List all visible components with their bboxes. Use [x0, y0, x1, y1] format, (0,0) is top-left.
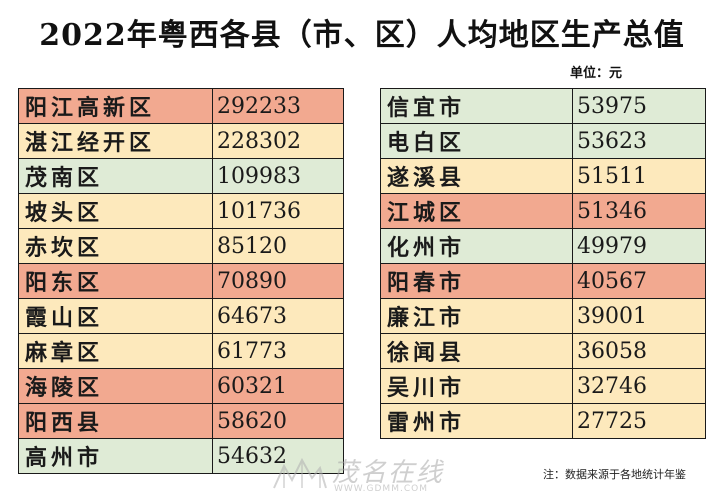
gdp-per-capita-value: 58620	[212, 403, 344, 439]
gdp-table-left: 阳江高新区 292233 湛江经开区 228302 茂南区 109983 坡头区…	[18, 88, 344, 474]
table-row: 信宜市 53975	[380, 88, 706, 124]
table-row: 茂南区 109983	[18, 158, 344, 194]
watermark: 茂名在线 WWW.GDMM.COM	[272, 452, 472, 498]
county-name: 茂南区	[18, 158, 213, 194]
table-row: 廉江市 39001	[380, 298, 706, 334]
county-name: 吴川市	[380, 368, 573, 404]
watermark-logo-icon	[273, 457, 327, 489]
table-row: 湛江经开区 228302	[18, 123, 344, 159]
gdp-per-capita-value: 39001	[572, 298, 706, 334]
gdp-per-capita-value: 70890	[212, 263, 344, 299]
county-name: 阳春市	[380, 263, 573, 299]
county-name: 江城区	[380, 193, 573, 229]
page-title: 2022年粤西各县（市、区）人均地区生产总值	[39, 18, 685, 53]
gdp-per-capita-value: 51511	[572, 158, 706, 194]
gdp-per-capita-value: 61773	[212, 333, 344, 369]
gdp-per-capita-value: 36058	[572, 333, 706, 369]
county-name: 湛江经开区	[18, 123, 213, 159]
gdp-per-capita-value: 292233	[212, 88, 344, 124]
table-row: 阳江高新区 292233	[18, 88, 344, 124]
watermark-text: 茂名在线	[332, 458, 445, 488]
county-name: 徐闻县	[380, 333, 573, 369]
table-row: 阳春市 40567	[380, 263, 706, 299]
table-row: 江城区 51346	[380, 193, 706, 229]
gdp-per-capita-value: 53975	[572, 88, 706, 124]
table-row: 电白区 53623	[380, 123, 706, 159]
county-name: 廉江市	[380, 298, 573, 334]
county-name: 阳江高新区	[18, 88, 213, 124]
gdp-per-capita-value: 54632	[212, 438, 344, 474]
county-name: 化州市	[380, 228, 573, 264]
gdp-per-capita-value: 64673	[212, 298, 344, 334]
gdp-per-capita-value: 53623	[572, 123, 706, 159]
county-name: 霞山区	[18, 298, 213, 334]
table-row: 阳东区 70890	[18, 263, 344, 299]
county-name: 高州市	[18, 438, 213, 474]
table-row: 高州市 54632	[18, 438, 344, 474]
footnote: 注：数据来源于各地统计年鉴	[543, 468, 686, 481]
table-row: 吴川市 32746	[380, 368, 706, 404]
county-name: 电白区	[380, 123, 573, 159]
gdp-per-capita-value: 85120	[212, 228, 344, 264]
watermark-url: WWW.GDMM.COM	[334, 484, 428, 494]
county-name: 坡头区	[18, 193, 213, 229]
county-name: 阳东区	[18, 263, 213, 299]
table-row: 海陵区 60321	[18, 368, 344, 404]
unit-label: 单位：元	[570, 66, 623, 81]
county-name: 遂溪县	[380, 158, 573, 194]
table-row: 徐闻县 36058	[380, 333, 706, 369]
table-row: 雷州市 27725	[380, 403, 706, 439]
table-row: 赤坎区 85120	[18, 228, 344, 264]
gdp-per-capita-value: 32746	[572, 368, 706, 404]
gdp-per-capita-value: 109983	[212, 158, 344, 194]
gdp-per-capita-value: 228302	[212, 123, 344, 159]
gdp-per-capita-value: 60321	[212, 368, 344, 404]
gdp-per-capita-value: 40567	[572, 263, 706, 299]
table-row: 阳西县 58620	[18, 403, 344, 439]
county-name: 阳西县	[18, 403, 213, 439]
county-name: 赤坎区	[18, 228, 213, 264]
gdp-per-capita-value: 27725	[572, 403, 706, 439]
table-row: 坡头区 101736	[18, 193, 344, 229]
table-row: 化州市 49979	[380, 228, 706, 264]
table-row: 霞山区 64673	[18, 298, 344, 334]
county-name: 雷州市	[380, 403, 573, 439]
gdp-table-right: 信宜市 53975 电白区 53623 遂溪县 51511 江城区 51346 …	[380, 88, 706, 439]
gdp-per-capita-value: 49979	[572, 228, 706, 264]
county-name: 海陵区	[18, 368, 213, 404]
gdp-per-capita-value: 101736	[212, 193, 344, 229]
county-name: 麻章区	[18, 333, 213, 369]
table-row: 遂溪县 51511	[380, 158, 706, 194]
county-name: 信宜市	[380, 88, 573, 124]
table-row: 麻章区 61773	[18, 333, 344, 369]
gdp-per-capita-value: 51346	[572, 193, 706, 229]
